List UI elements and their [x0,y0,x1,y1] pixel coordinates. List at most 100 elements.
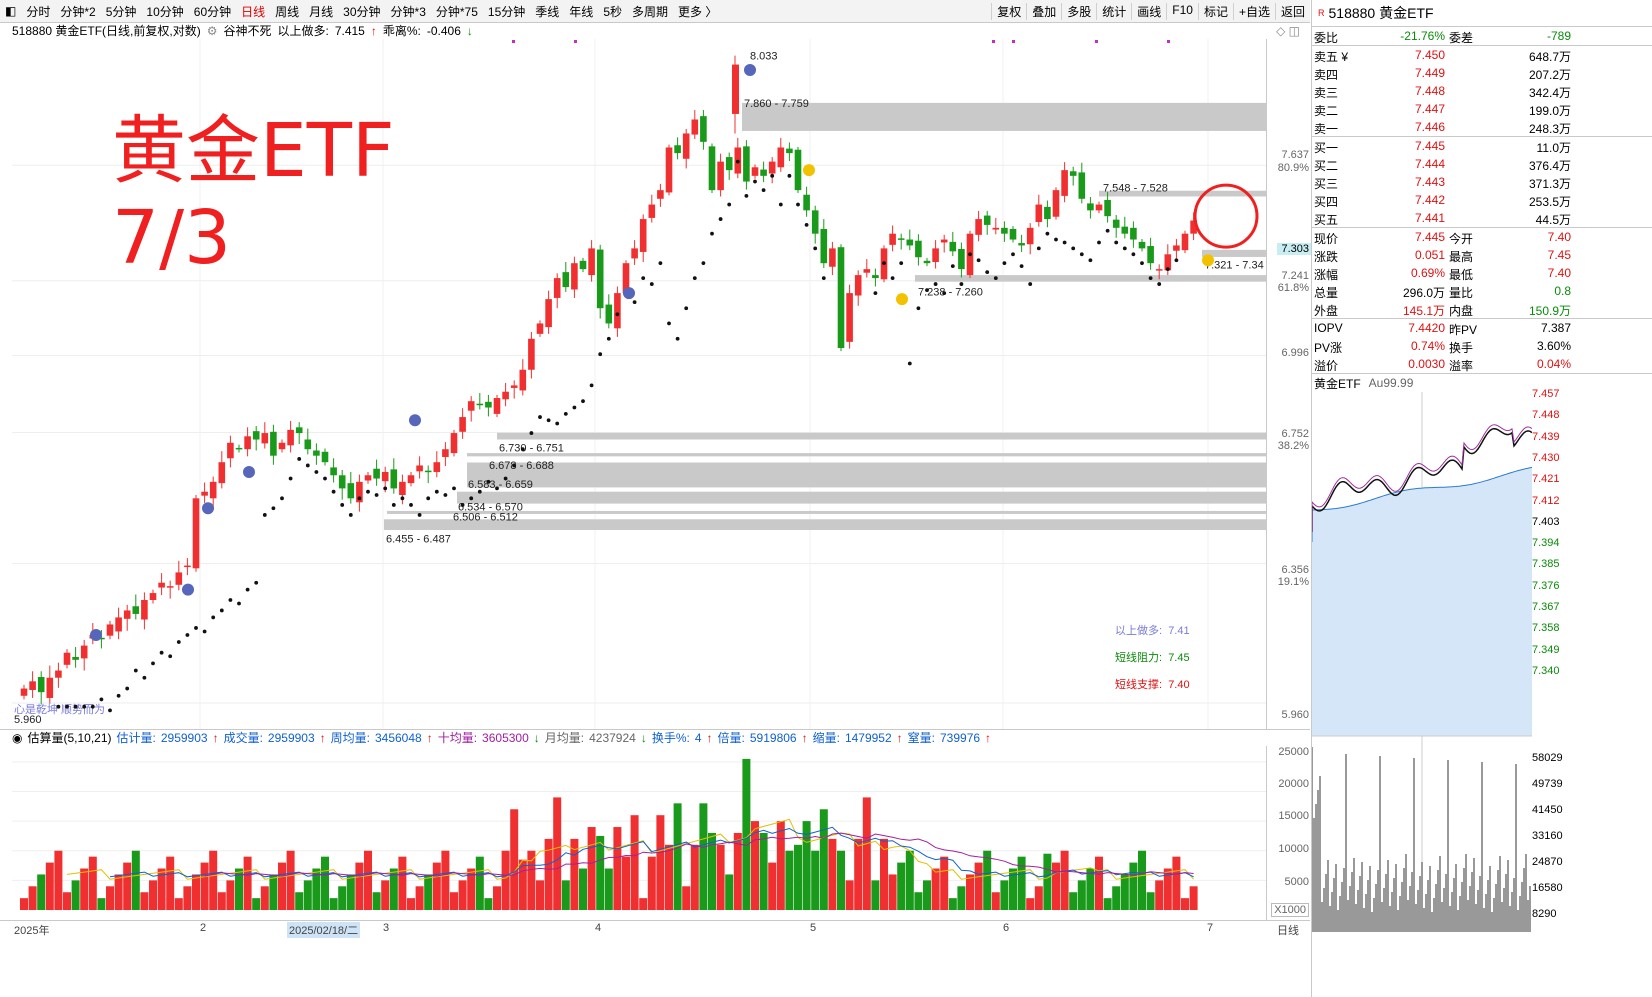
volume-bar [286,850,295,910]
vol-indicator-name[interactable]: 估算量(5,10,21) [27,731,112,745]
mini-price-tick: 7.358 [1532,622,1560,635]
trend-dot [546,418,551,423]
f10-button[interactable]: F10 [1166,2,1198,20]
volume-bar [209,850,218,910]
mini-price-line [1311,427,1533,532]
add-watchlist-button[interactable]: +自选 [1232,2,1275,20]
volume-bar [501,850,510,910]
mark-button[interactable]: 标记 [1197,2,1233,20]
period-more[interactable]: 更多 〉 [678,4,718,19]
volume-bar [837,850,845,910]
period-30min[interactable]: 30分钟 [343,4,381,19]
trend-dot [692,276,697,280]
overlay-button[interactable]: 叠加 [1026,2,1061,20]
indicator-gear-icon[interactable]: ⚙ [206,23,218,38]
period-min3[interactable]: 分钟*3 [390,4,426,19]
candle-body [854,275,862,296]
volume-bar [389,868,398,910]
price-tick: 6.996 [1281,347,1309,359]
volume-bar [166,856,175,910]
candle-body [803,194,810,211]
layout-toggle-icon[interactable]: ◧ [5,4,17,18]
period-daily[interactable]: 日线 [241,4,266,19]
buy-level-row[interactable]: 买一 7.445 11.0万 [1314,139,1571,155]
fib-tick: 38.2% [1277,440,1309,452]
intraday-mini-chart[interactable] [1311,392,1533,932]
period-fenshi[interactable]: 分时 [26,4,51,19]
trend-dot [916,306,921,311]
multi-stock-button[interactable]: 多股 [1061,2,1096,20]
chart-settings-icon[interactable]: ◇ ◫ [1276,23,1300,38]
statistics-button[interactable]: 统计 [1096,2,1131,20]
period-label[interactable]: 日线 [1277,925,1299,937]
volume-chart[interactable] [12,746,1266,920]
zone-label: 6.583 - 6.659 [468,479,533,491]
volume-bar [1077,880,1086,910]
period-5sec[interactable]: 5秒 [603,4,622,19]
candle-body [1173,245,1180,251]
buy-level-row[interactable]: 买三 7.443 371.3万 [1314,175,1571,191]
period-weekly[interactable]: 周线 [275,4,300,19]
buy-level-row[interactable]: 买五 7.441 44.5万 [1314,211,1571,227]
trend-dot [1131,252,1136,257]
trend-dot [194,626,198,630]
volume-bar [794,844,802,910]
trend-dot [985,270,990,275]
volume-bar [948,898,957,910]
period-5min[interactable]: 5分钟 [105,4,137,19]
sell-level-row[interactable]: 卖四 7.449 207.2万 [1314,66,1571,82]
trend-dot [202,629,207,634]
trend-dot [1019,264,1024,269]
quote-code-name[interactable]: 518880 黄金ETF [1328,5,1434,21]
adjust-button[interactable]: 复权 [991,2,1026,20]
candle-body [252,431,260,440]
candle-body [811,210,819,234]
period-min2[interactable]: 分钟*2 [60,4,96,19]
period-monthly[interactable]: 月线 [309,4,334,19]
sell-level-row[interactable]: 卖一 7.446 248.3万 [1314,120,1571,136]
vol-value: 4 [694,730,702,745]
trend-dot [73,704,78,709]
vol-indicator-icon[interactable]: ◉ [12,730,23,745]
volume-bar [1095,856,1103,910]
stat-row: 总量 296.0万 量比 0.8 [1314,284,1571,300]
period-10min[interactable]: 10分钟 [146,4,184,19]
back-button[interactable]: 返回 [1274,2,1310,20]
candle-body [467,401,475,411]
vol-tick: 15000 [1278,810,1309,822]
buy-level-row[interactable]: 买四 7.442 253.5万 [1314,193,1571,209]
volume-bar [174,898,183,910]
indicator-name[interactable]: 谷神不死 [223,24,272,38]
price-zone [457,491,1266,504]
volume-bar [226,880,235,910]
candle-body [648,204,656,218]
draw-line-button[interactable]: 画线 [1131,2,1166,20]
period-quarter[interactable]: 季线 [535,4,560,19]
sell-level-row[interactable]: 卖三 7.448 342.4万 [1314,84,1571,100]
volume-bar [1163,868,1172,910]
candle-body [115,617,122,632]
candlestick-chart[interactable]: 7.860 - 7.759 7.548 - 7.528 7.321 - 7.34 7.… [12,39,1266,729]
period-year[interactable]: 年线 [569,4,594,19]
vol-value: 1479952 [844,730,892,745]
sell-level-row[interactable]: 卖五 ¥7.450 648.7万 [1314,48,1571,64]
period-15min[interactable]: 15分钟 [487,4,526,19]
period-multi[interactable]: 多周期 [632,4,669,19]
stat-row: 涨跌 0.051 最高 7.45 [1314,248,1571,264]
period-60min[interactable]: 60分钟 [193,4,232,19]
iopv-row: IOPV 7.4420 昨PV 7.387 [1314,321,1571,337]
vol-unit-button[interactable]: X1000 [1271,903,1309,917]
candle-body [674,145,681,154]
trend-dot [245,587,250,592]
trend-dot [357,496,362,501]
sell-level-row[interactable]: 卖二 7.447 199.0万 [1314,102,1571,118]
vol-label: 窒量: [907,731,935,745]
candle-body [777,147,785,168]
period-min75[interactable]: 分钟*75 [435,4,478,19]
buy-level-row[interactable]: 买二 7.444 376.4万 [1314,157,1571,173]
candle-body [399,481,406,496]
trend-dot [529,431,534,435]
trend-dot [1079,252,1084,257]
volume-bar [467,868,476,910]
candle-body [786,148,793,154]
